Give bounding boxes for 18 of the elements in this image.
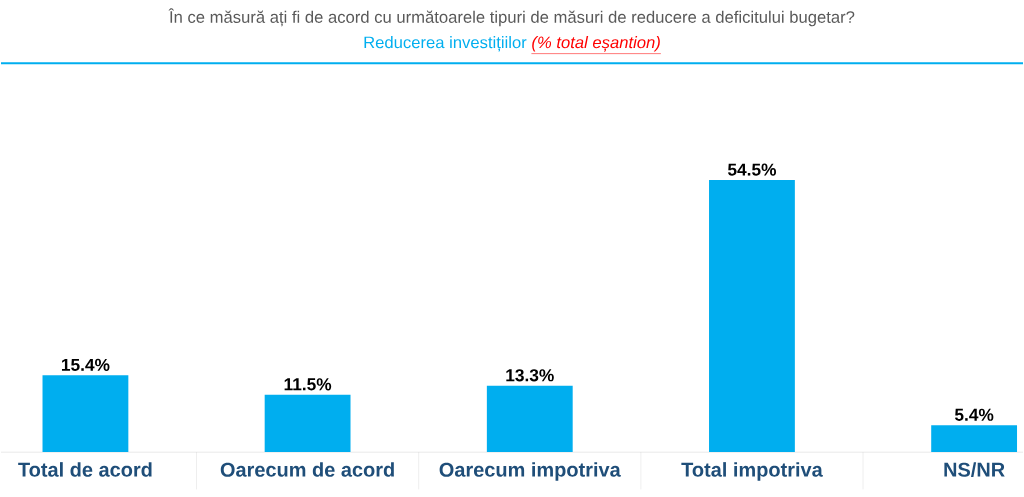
chart-title: În ce măsură ați fi de acord cu următoarele tipuri de măsuri de reducere a deficitului bugetar? xyxy=(168,8,855,27)
x-tick-label: Total impotriva xyxy=(681,462,823,481)
bar xyxy=(931,425,1018,453)
bar xyxy=(486,385,573,453)
data-label: 15.4% xyxy=(61,358,110,371)
data-label: 54.5% xyxy=(727,163,777,176)
x-tick-label: NS/NR xyxy=(944,462,1005,477)
data-label: 13.3% xyxy=(506,369,554,382)
x-tick-label: Oarecum de acord xyxy=(220,462,394,477)
bar xyxy=(709,179,795,453)
x-tick-label: Total de acord xyxy=(18,462,152,477)
bar xyxy=(42,375,129,453)
data-label: 11.5% xyxy=(284,378,332,391)
x-tick-label: Oarecum impotriva xyxy=(439,462,621,481)
bar xyxy=(264,394,351,453)
chart-subtitle: Reducerea investițiilor xyxy=(364,36,527,52)
text: (% total eșantion) xyxy=(532,36,660,52)
data-label: 5.4% xyxy=(954,408,994,421)
